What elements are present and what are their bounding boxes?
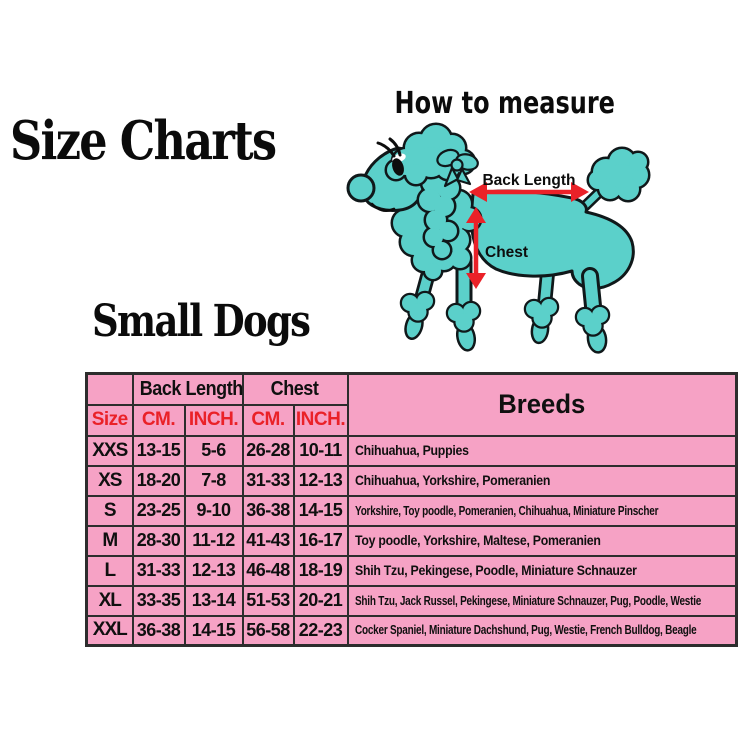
back-length-header: Back Length (131, 372, 244, 406)
chest-cm-cell: 46-48 (241, 554, 295, 587)
chest-inch-cell: 10-11 (292, 434, 349, 467)
poodle-tail (579, 149, 648, 212)
back-inch-cell: 7-8 (183, 464, 244, 497)
size-cell: XS (85, 464, 134, 497)
poodle-head (346, 125, 479, 258)
table-row: M 28-30 11-12 41-43 16-17 Toy poodle, Yo… (85, 524, 738, 557)
back-cm-cell: 31-33 (131, 554, 186, 587)
size-header: Size (85, 403, 134, 437)
chest-inch-cell: 12-13 (292, 464, 349, 497)
chest-cm-cell: 51-53 (241, 584, 295, 617)
back-cm-header: CM. (131, 403, 186, 437)
breeds-cell: Toy poodle, Yorkshire, Maltese, Pomerani… (346, 524, 738, 557)
poodle-near-legs (448, 253, 608, 354)
size-cell: S (85, 494, 134, 527)
back-inch-cell: 13-14 (183, 584, 244, 617)
table-row: L 31-33 12-13 46-48 18-19 Shih Tzu, Peki… (85, 554, 738, 587)
page-title: Size Charts (10, 110, 326, 172)
poodle-eye (376, 137, 406, 176)
chest-inch-header: INCH. (292, 403, 349, 437)
table-row: S 23-25 9-10 36-38 14-15 Yorkshire, Toy … (85, 494, 738, 527)
chest-arrow (466, 207, 486, 289)
back-cm-cell: 13-15 (131, 434, 186, 467)
table-header-units-row: Size CM. INCH. CM. INCH. (85, 403, 737, 437)
chest-inch-cell: 16-17 (292, 524, 349, 557)
breeds-cell: Shih Tzu, Pekingese, Poodle, Miniature S… (346, 554, 738, 587)
back-inch-cell: 11-12 (183, 524, 244, 557)
size-cell: XXS (85, 434, 134, 467)
size-cell: XL (85, 584, 134, 617)
poodle-body (470, 189, 635, 290)
poodle-nose (346, 173, 376, 203)
chest-cm-cell: 56-58 (241, 614, 295, 647)
back-inch-header: INCH. (183, 403, 244, 437)
chest-inch-cell: 18-19 (292, 554, 349, 587)
table-row: XL 33-35 13-14 51-53 20-21 Shih Tzu, Jac… (85, 584, 738, 617)
corner-cell (85, 372, 134, 406)
table-row: XXL 36-38 14-15 56-58 22-23 Cocker Spani… (85, 614, 738, 647)
back-inch-cell: 9-10 (183, 494, 244, 527)
table-header-group-row: Back Length Chest Breeds (85, 372, 738, 437)
table-row: XXS 13-15 5-6 26-28 10-11 Chihuahua, Pup… (85, 434, 738, 467)
breeds-cell: Chihuahua, Yorkshire, Pomeranien (346, 464, 738, 497)
chest-cm-header: CM. (241, 403, 295, 437)
chest-label: Chest (485, 244, 528, 261)
back-cm-cell: 28-30 (131, 524, 186, 557)
back-inch-cell: 14-15 (183, 614, 244, 647)
poodle-illustration: Back Length Chest (346, 120, 656, 354)
size-cell: L (85, 554, 134, 587)
chest-cm-cell: 26-28 (241, 434, 295, 467)
back-inch-cell: 5-6 (183, 434, 244, 467)
back-inch-cell: 12-13 (183, 554, 244, 587)
breeds-header: Breeds (346, 372, 738, 437)
chest-cm-cell: 31-33 (241, 464, 295, 497)
chest-cm-cell: 41-43 (241, 524, 295, 557)
back-cm-cell: 33-35 (131, 584, 186, 617)
small-dogs-title: Small Dogs (92, 296, 351, 347)
breeds-cell: Shih Tzu, Jack Russel, Pekingese, Miniat… (346, 584, 738, 617)
how-to-measure-text: How to measure (394, 86, 616, 121)
size-cell: XXL (85, 614, 134, 647)
poodle-bow (436, 148, 479, 188)
back-cm-cell: 36-38 (131, 614, 186, 647)
back-cm-cell: 23-25 (131, 494, 186, 527)
breeds-cell: Chihuahua, Puppies (346, 434, 738, 467)
chest-inch-cell: 22-23 (292, 614, 349, 647)
chest-cm-cell: 36-38 (241, 494, 295, 527)
back-cm-cell: 18-20 (131, 464, 186, 497)
chest-header: Chest (241, 372, 349, 406)
poodle-mouth (370, 202, 396, 212)
size-table: Back Length Chest Breeds Size CM. INCH. … (85, 372, 739, 647)
back-length-arrow (469, 182, 589, 202)
back-length-label: Back Length (482, 172, 575, 189)
size-cell: M (85, 524, 134, 557)
small-dogs-text: Small Dogs (92, 296, 311, 347)
page-title-text: Size Charts (10, 110, 277, 172)
chest-inch-cell: 14-15 (292, 494, 349, 527)
breeds-cell: Cocker Spaniel, Miniature Dachshund, Pug… (346, 614, 738, 647)
how-to-measure-title: How to measure (340, 86, 670, 121)
table-row: XS 18-20 7-8 31-33 12-13 Chihuahua, York… (85, 464, 738, 497)
breeds-cell: Yorkshire, Toy poodle, Pomeranien, Chihu… (346, 494, 738, 527)
chest-inch-cell: 20-21 (292, 584, 349, 617)
